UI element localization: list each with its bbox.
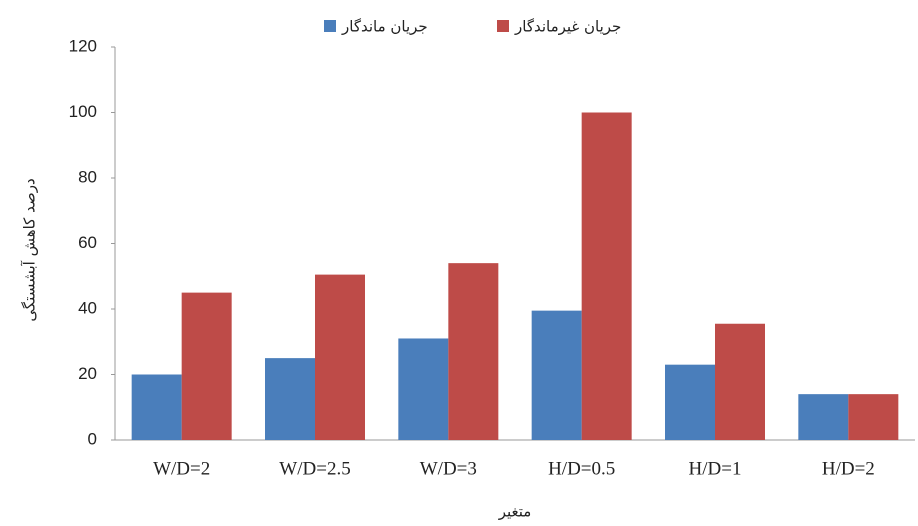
bar [665,364,715,440]
bar [181,292,232,440]
bar [315,274,365,440]
y-axis-label: درصد کاهش آبشستگی [21,178,39,321]
bar [715,323,765,440]
legend-label: جریان ماندگار [341,18,428,36]
x-tick-label: W/D=3 [420,458,477,479]
x-tick-label: W/D=2 [153,458,210,479]
legend-label: جریان غیرماندگار [514,18,621,36]
x-axis-label: متغیر [498,503,532,521]
bar [798,394,849,440]
bar [848,394,899,440]
x-tick-label: H/D=2 [822,458,875,479]
bar [581,112,632,440]
y-tick-label: 100 [69,102,97,121]
bar [398,338,449,440]
y-tick-label: 60 [78,233,97,252]
y-tick-label: 0 [88,429,97,448]
legend-swatch [324,20,336,32]
y-tick-label: 20 [78,364,97,383]
x-tick-label: H/D=1 [689,458,742,479]
legend-swatch [497,20,509,32]
bar [131,374,182,440]
y-tick-label: 40 [78,298,97,317]
bar [531,310,582,440]
y-tick-label: 80 [78,167,97,186]
bar [448,263,499,440]
bar [265,358,315,440]
y-tick-label: 120 [69,36,97,55]
x-tick-label: H/D=0.5 [548,458,615,479]
x-tick-label: W/D=2.5 [279,458,350,479]
